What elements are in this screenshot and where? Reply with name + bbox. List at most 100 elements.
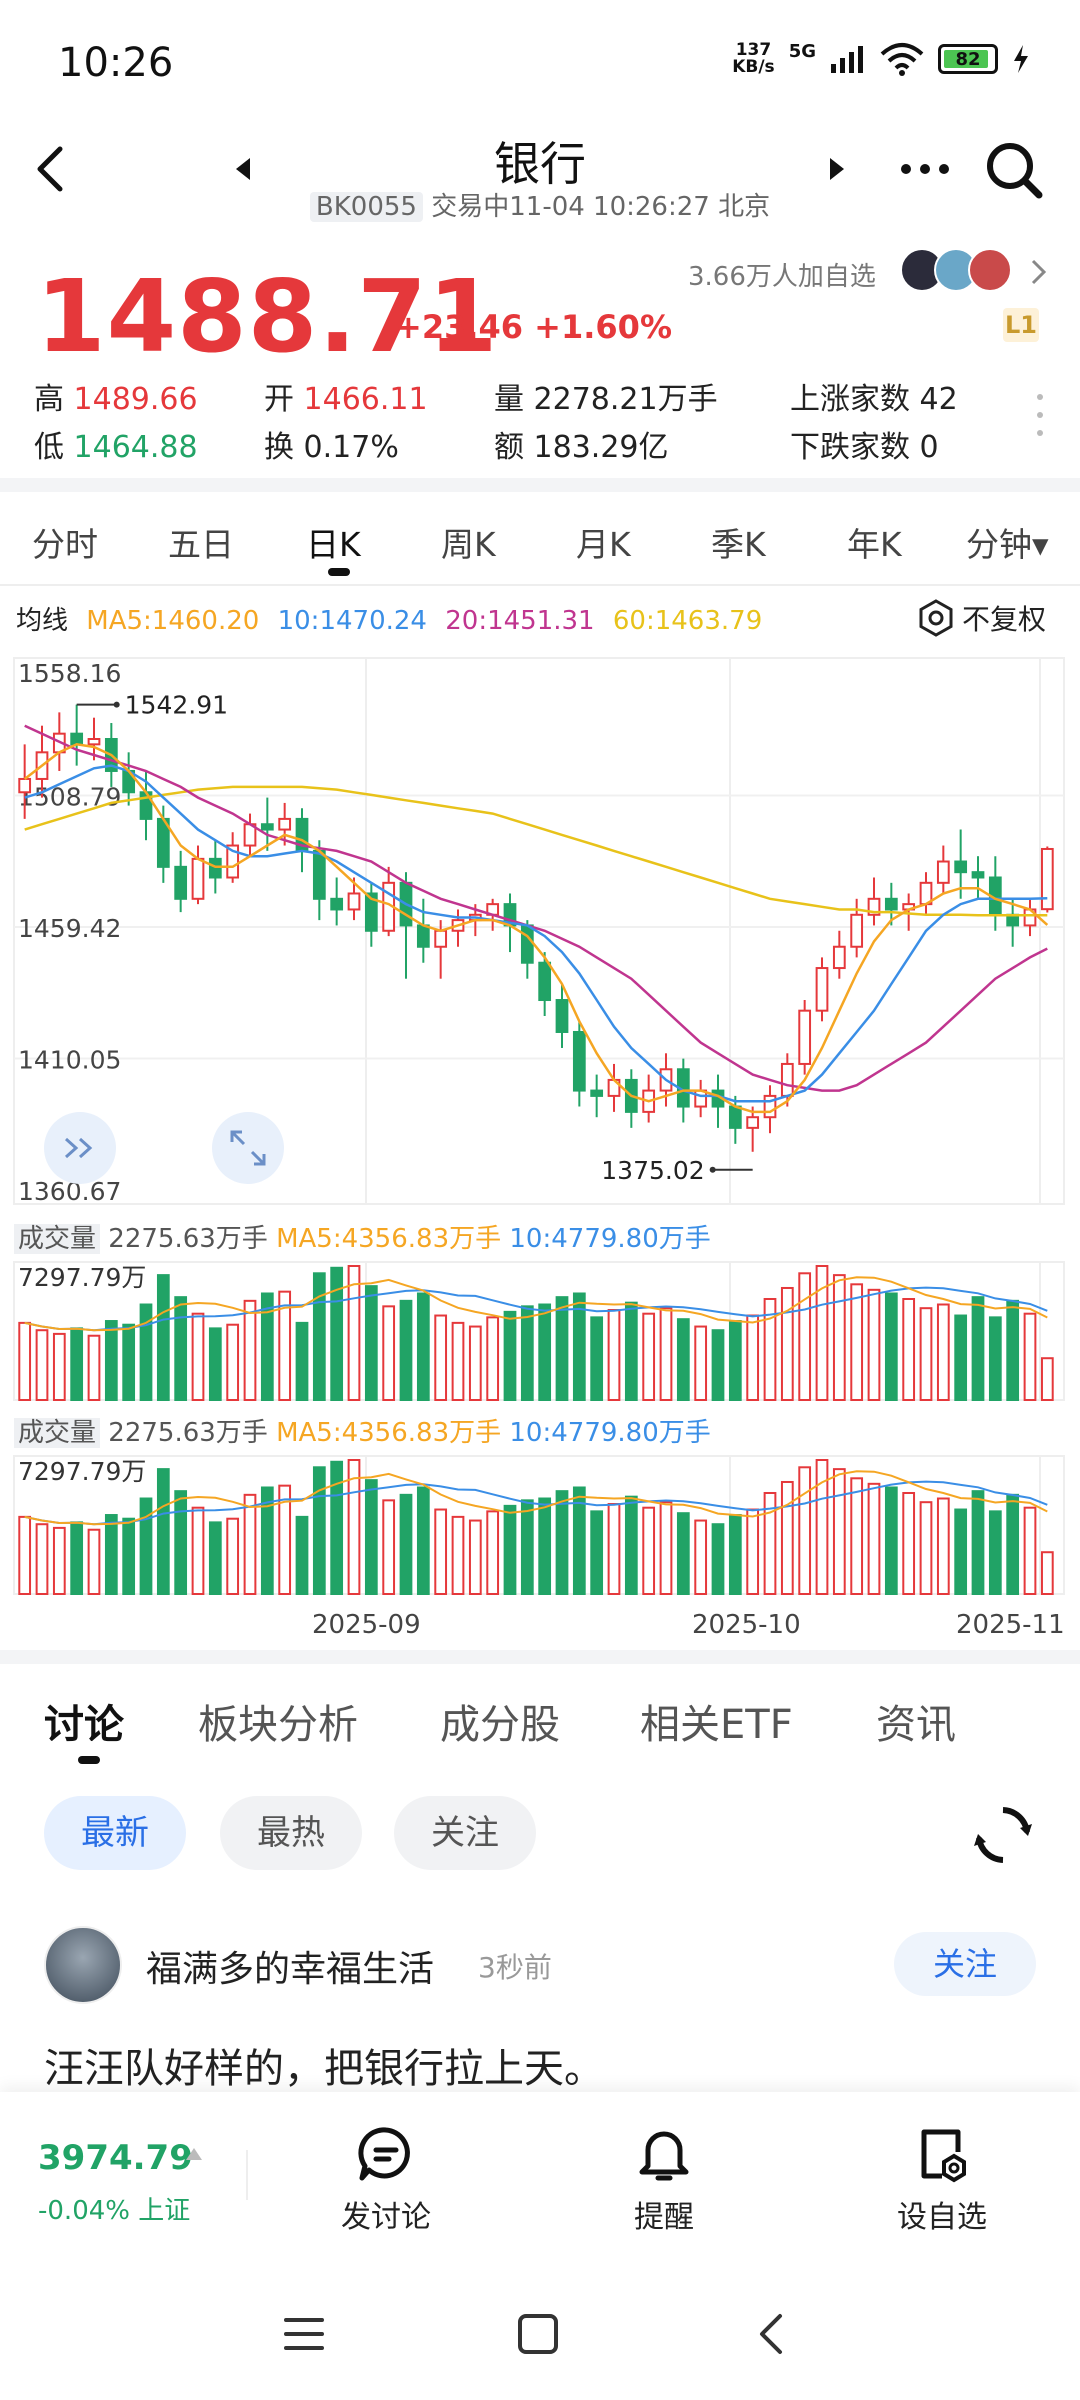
volume-bar bbox=[468, 1325, 482, 1401]
chat-bubble-icon bbox=[358, 2127, 410, 2181]
kline-chart[interactable]: 1558.161508.791459.421410.051360.671542.… bbox=[0, 648, 1080, 1208]
candle-body bbox=[1040, 847, 1054, 911]
candle-body bbox=[538, 961, 552, 1002]
post-username[interactable]: 福满多的幸福生活 bbox=[146, 1949, 435, 1990]
post-content[interactable]: 汪汪队好样的，把银行拉上天。 bbox=[44, 2046, 604, 2092]
volume-bar bbox=[174, 1296, 188, 1402]
candle-body bbox=[954, 860, 968, 874]
candle-body bbox=[780, 1062, 794, 1097]
stat-high: 高 1489.66 bbox=[34, 382, 198, 417]
post-discussion-button[interactable]: 发讨论 bbox=[316, 2124, 456, 2236]
avatar[interactable] bbox=[44, 1926, 122, 2004]
index-value[interactable]: 3974.79 bbox=[38, 2138, 193, 2178]
tab-daily-k[interactable]: 日K bbox=[306, 525, 361, 564]
stat-open: 开 1466.11 bbox=[264, 382, 428, 417]
filter-following[interactable]: 关注 bbox=[394, 1796, 536, 1870]
volume-bar bbox=[243, 1299, 257, 1401]
volume-bar bbox=[399, 1493, 413, 1595]
back-icon[interactable] bbox=[34, 146, 68, 192]
volume-bar bbox=[260, 1292, 274, 1401]
chevron-right-icon[interactable] bbox=[1030, 258, 1048, 286]
tab-news[interactable]: 资讯 bbox=[876, 1702, 956, 1748]
tab-related-etf[interactable]: 相关ETF bbox=[640, 1702, 793, 1748]
candle-body bbox=[260, 823, 274, 831]
ma-legend[interactable]: 均线 MA5:1460.20 10:1470.24 20:1451.31 60:… bbox=[16, 606, 763, 636]
volume-bar bbox=[936, 1303, 950, 1401]
menu-icon[interactable] bbox=[282, 2316, 326, 2352]
volume-bar bbox=[624, 1301, 638, 1401]
follower-avatars[interactable] bbox=[900, 248, 1012, 292]
candle-body bbox=[763, 1094, 777, 1119]
volume-legend-1[interactable]: 成交量 2275.63万手 MA5:4356.83万手 10:4779.80万手 bbox=[14, 1218, 711, 1255]
prev-stock-icon[interactable] bbox=[232, 156, 254, 182]
follow-user-button[interactable]: 关注 bbox=[894, 1932, 1036, 1996]
back-nav-icon[interactable] bbox=[756, 2312, 786, 2356]
max-marker-label: 1542.91 bbox=[125, 691, 228, 720]
volume-bar bbox=[971, 1490, 985, 1596]
home-icon[interactable] bbox=[516, 2312, 560, 2356]
more-icon[interactable] bbox=[900, 162, 950, 176]
volume-bar bbox=[260, 1486, 274, 1595]
volume-bar bbox=[1023, 1312, 1037, 1401]
candle-body bbox=[278, 817, 292, 831]
filter-hot[interactable]: 最热 bbox=[220, 1796, 362, 1870]
volume-bar bbox=[711, 1329, 725, 1401]
tab-yearly-k[interactable]: 年K bbox=[847, 525, 902, 564]
volume-bar bbox=[659, 1501, 673, 1596]
tab-weekly-k[interactable]: 周K bbox=[441, 525, 496, 564]
volume-bar bbox=[486, 1510, 500, 1596]
filter-latest[interactable]: 最新 bbox=[44, 1796, 186, 1870]
stat-volume: 量 2278.21万手 bbox=[494, 382, 718, 417]
volume-bar bbox=[676, 1318, 690, 1402]
volume-chart-1[interactable]: 7297.79万 bbox=[0, 1258, 1080, 1404]
alert-button[interactable]: 提醒 bbox=[594, 2124, 734, 2236]
tab-five-day[interactable]: 五日 bbox=[168, 525, 234, 564]
divider bbox=[0, 1650, 1080, 1664]
status-time: 10:26 bbox=[58, 40, 174, 86]
volume-chart-2[interactable]: 7297.79万 bbox=[0, 1452, 1080, 1598]
volume-bar bbox=[728, 1320, 742, 1401]
tab-minute[interactable]: 分钟▾ bbox=[966, 525, 1049, 564]
volume-bar bbox=[659, 1307, 673, 1402]
tab-monthly-k[interactable]: 月K bbox=[576, 525, 631, 564]
fast-forward-button[interactable] bbox=[44, 1112, 116, 1184]
volume-bar bbox=[988, 1510, 1002, 1596]
candle-body bbox=[434, 929, 448, 948]
volume-bar bbox=[763, 1297, 777, 1401]
expand-stats-icon[interactable] bbox=[1034, 392, 1046, 438]
tab-sector-analysis[interactable]: 板块分析 bbox=[198, 1702, 358, 1748]
volume-bar bbox=[1040, 1551, 1054, 1596]
tab-quarterly-k[interactable]: 季K bbox=[711, 525, 766, 564]
date-label: 2025-11 bbox=[956, 1610, 1065, 1640]
candle-body bbox=[347, 892, 361, 911]
follower-count[interactable]: 3.66万人加自选 bbox=[688, 262, 876, 292]
volume-bar bbox=[850, 1283, 864, 1402]
stock-status: BK0055 交易中11-04 10:26:27 北京 bbox=[0, 186, 1080, 223]
y-tick-label: 1508.79 bbox=[18, 782, 121, 811]
search-icon[interactable] bbox=[984, 140, 1044, 200]
candle-body bbox=[884, 897, 898, 911]
volume-bar bbox=[780, 1480, 794, 1595]
volume-bar bbox=[1023, 1506, 1037, 1595]
volume-bar bbox=[1040, 1357, 1054, 1402]
expand-chart-button[interactable] bbox=[212, 1112, 284, 1184]
next-stock-icon[interactable] bbox=[826, 156, 848, 182]
level-badge[interactable]: L1 bbox=[1003, 308, 1039, 342]
tab-discussion[interactable]: 讨论 bbox=[44, 1702, 124, 1748]
avatar bbox=[968, 248, 1012, 292]
volume-bar bbox=[278, 1290, 292, 1401]
volume-legend-2[interactable]: 成交量 2275.63万手 MA5:4356.83万手 10:4779.80万手 bbox=[14, 1412, 711, 1449]
tab-intraday[interactable]: 分时 bbox=[32, 525, 98, 564]
tab-constituents[interactable]: 成分股 bbox=[440, 1702, 560, 1748]
index-change[interactable]: -0.04% 上证 bbox=[38, 2196, 191, 2226]
volume-bar bbox=[590, 1316, 604, 1402]
adjust-toggle[interactable]: 不复权 bbox=[916, 598, 1046, 638]
volume-bar bbox=[174, 1490, 188, 1596]
candle-body bbox=[850, 913, 864, 948]
refresh-icon[interactable] bbox=[972, 1804, 1034, 1866]
candle-body bbox=[18, 777, 32, 794]
candle-body bbox=[936, 860, 950, 884]
active-tab-indicator bbox=[328, 568, 350, 576]
add-watchlist-button[interactable]: 设自选 bbox=[872, 2124, 1012, 2236]
volume-bar bbox=[590, 1510, 604, 1596]
